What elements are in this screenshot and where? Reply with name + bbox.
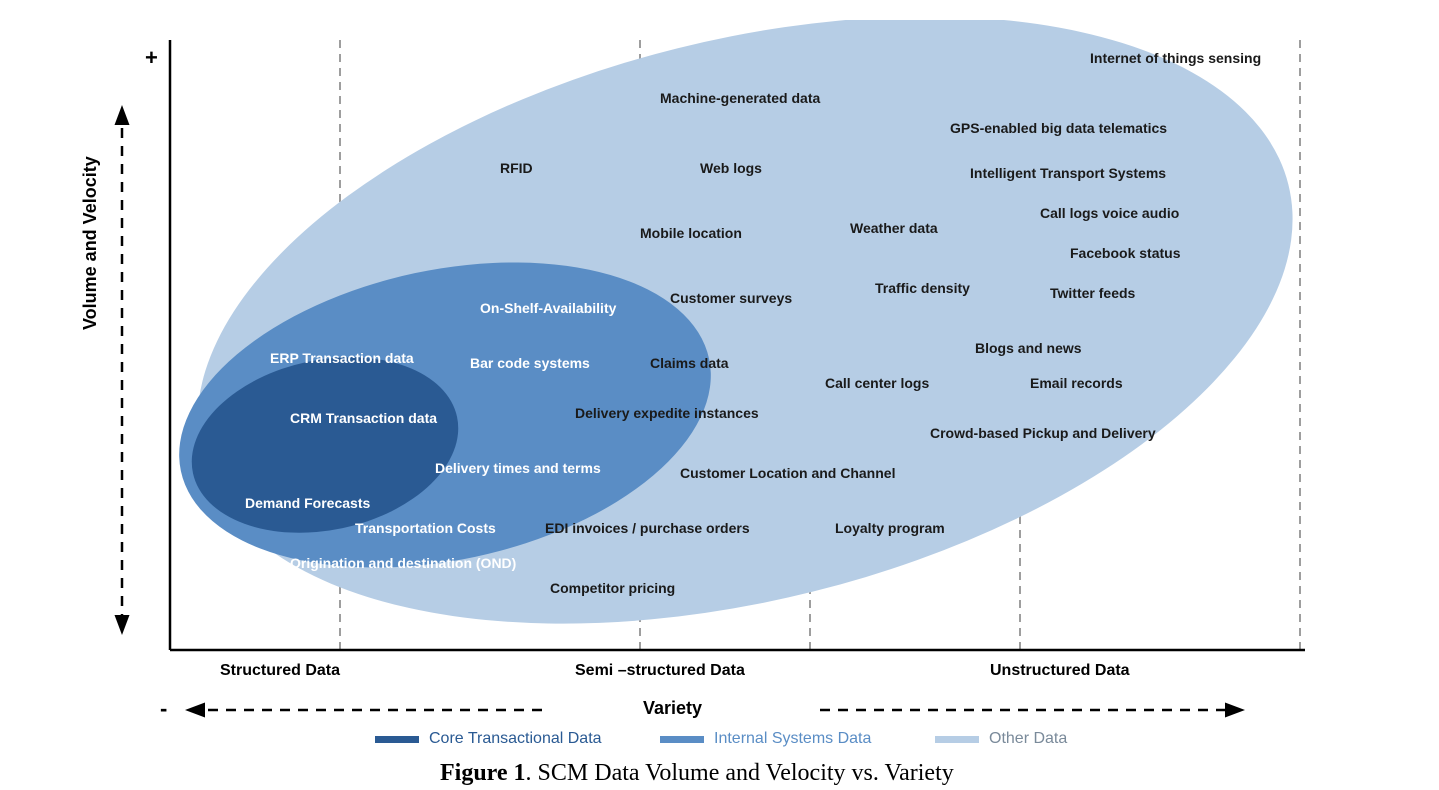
data-point-label: Email records: [1030, 375, 1123, 391]
data-point-label: Weather data: [850, 220, 938, 236]
data-point-label: Competitor pricing: [550, 580, 675, 596]
legend-swatch: [935, 736, 979, 743]
x-axis-minus: -: [160, 696, 167, 722]
x-tick-label: Semi –structured Data: [575, 662, 745, 680]
legend-item: Other Data: [935, 730, 1067, 748]
data-point-label: Loyalty program: [835, 520, 945, 536]
data-point-label: Machine-generated data: [660, 90, 820, 106]
data-point-label: Demand Forecasts: [245, 495, 370, 511]
legend-swatch: [375, 736, 419, 743]
y-axis-plus: +: [145, 45, 158, 71]
data-point-label: Crowd-based Pickup and Delivery: [930, 425, 1156, 441]
data-point-label: Delivery expedite instances: [575, 405, 759, 421]
data-point-label: EDI invoices / purchase orders: [545, 520, 750, 536]
legend-item: Core Transactional Data: [375, 730, 602, 748]
data-point-label: Web logs: [700, 160, 762, 176]
data-point-label: Customer Location and Channel: [680, 465, 895, 481]
caption-prefix: Figure 1: [440, 760, 526, 786]
legend-label: Other Data: [989, 730, 1067, 748]
data-point-label: Call logs voice audio: [1040, 205, 1179, 221]
data-point-label: Bar code systems: [470, 355, 590, 371]
x-axis-label: Variety: [643, 698, 702, 719]
data-point-label: On-Shelf-Availability: [480, 300, 616, 316]
data-point-label: Transportation Costs: [355, 520, 496, 536]
chart-svg: [20, 20, 1420, 770]
x-tick-label: Structured Data: [220, 662, 340, 680]
data-point-label: Delivery times and terms: [435, 460, 601, 476]
data-point-label: Facebook status: [1070, 245, 1180, 261]
data-point-label: Mobile location: [640, 225, 742, 241]
legend-label: Core Transactional Data: [429, 730, 602, 748]
data-point-label: Internet of things sensing: [1090, 50, 1261, 66]
data-point-label: RFID: [500, 160, 533, 176]
data-point-label: Claims data: [650, 355, 729, 371]
data-point-label: GPS-enabled big data telematics: [950, 120, 1167, 136]
data-point-label: Twitter feeds: [1050, 285, 1135, 301]
data-point-label: Blogs and news: [975, 340, 1082, 356]
data-point-label: ERP Transaction data: [270, 350, 414, 366]
data-point-label: Customer surveys: [670, 290, 792, 306]
data-point-label: Traffic density: [875, 280, 970, 296]
x-tick-label: Unstructured Data: [990, 662, 1130, 680]
data-point-label: Intelligent Transport Systems: [970, 165, 1166, 181]
scm-data-chart: + Volume and Velocity Variety - Structur…: [20, 20, 1420, 770]
legend-label: Internal Systems Data: [714, 730, 871, 748]
data-point-label: Origination and destination (OND): [290, 555, 516, 571]
legend-item: Internal Systems Data: [660, 730, 871, 748]
data-point-label: CRM Transaction data: [290, 410, 437, 426]
caption-text: . SCM Data Volume and Velocity vs. Varie…: [526, 760, 954, 786]
legend-swatch: [660, 736, 704, 743]
data-point-label: Call center logs: [825, 375, 929, 391]
figure-caption: Figure 1. SCM Data Volume and Velocity v…: [440, 760, 954, 787]
y-axis-label: Volume and Velocity: [80, 156, 101, 330]
